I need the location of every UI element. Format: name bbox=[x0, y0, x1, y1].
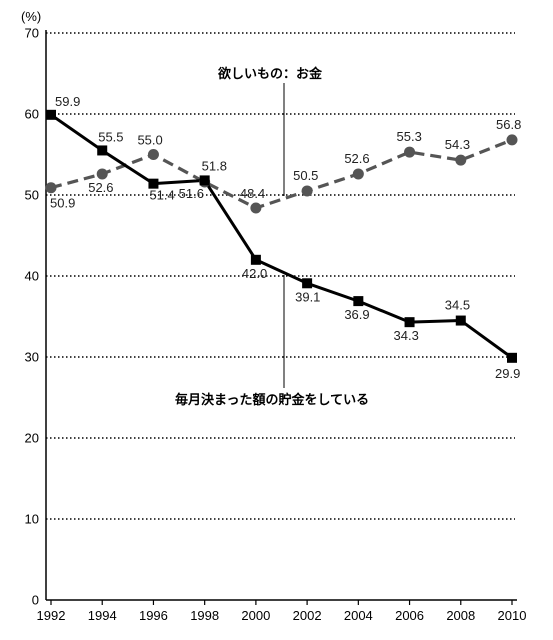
data-label: 55.0 bbox=[137, 133, 162, 148]
marker-square bbox=[250, 254, 261, 265]
series-annotation-monthly-saving: 毎月決まった額の貯金をしている bbox=[175, 392, 369, 408]
marker-square bbox=[199, 175, 210, 186]
data-label: 51.4 bbox=[149, 188, 174, 203]
marker-square bbox=[97, 145, 108, 156]
marker-square bbox=[46, 109, 56, 120]
x-tick-label: 1994 bbox=[88, 608, 117, 623]
marker-circle bbox=[506, 134, 518, 146]
data-label: 54.3 bbox=[445, 137, 470, 152]
marker-circle bbox=[301, 185, 313, 197]
data-label: 51.6 bbox=[179, 186, 204, 201]
x-tick-label: 2004 bbox=[344, 608, 373, 623]
series-annotation-want-money: 欲しいもの：お金 bbox=[217, 66, 323, 82]
marker-circle bbox=[352, 168, 364, 180]
data-label: 56.8 bbox=[496, 117, 521, 132]
marker-square bbox=[302, 278, 313, 289]
y-tick-label: 50 bbox=[25, 188, 39, 203]
series-line-want-money bbox=[50, 138, 513, 210]
x-tick-label: 1998 bbox=[190, 608, 219, 623]
y-axis-unit-label: (%) bbox=[21, 9, 41, 24]
data-label: 42.0 bbox=[242, 266, 267, 281]
data-label: 29.9 bbox=[495, 366, 520, 381]
y-tick-label: 0 bbox=[32, 593, 39, 608]
series-markers bbox=[45, 109, 518, 363]
x-tick-label: 2000 bbox=[241, 608, 270, 623]
data-label: 52.6 bbox=[88, 180, 113, 195]
data-label: 59.9 bbox=[55, 94, 80, 109]
grid-lines bbox=[46, 32, 515, 520]
marker-circle bbox=[96, 168, 108, 180]
x-tick-label: 1996 bbox=[139, 608, 168, 623]
data-label: 48.4 bbox=[240, 186, 265, 201]
data-label: 34.3 bbox=[394, 328, 419, 343]
data-label: 50.9 bbox=[50, 196, 75, 211]
marker-square bbox=[507, 352, 517, 363]
data-label: 55.3 bbox=[397, 129, 422, 144]
tick-labels: 0 10 20 30 40 50 60 70 1992 1994 1996 1998 2000 2002 2… bbox=[25, 26, 527, 624]
y-tick-label: 40 bbox=[25, 269, 39, 284]
data-label: 52.6 bbox=[344, 151, 369, 166]
marker-circle bbox=[404, 146, 416, 158]
data-label: 39.1 bbox=[295, 289, 320, 304]
marker-circle bbox=[455, 154, 467, 166]
marker-circle bbox=[45, 182, 57, 194]
y-tick-label: 20 bbox=[25, 431, 39, 446]
data-label: 34.5 bbox=[445, 298, 470, 313]
marker-square bbox=[404, 317, 415, 328]
y-tick-label: 60 bbox=[25, 107, 39, 122]
marker-circle bbox=[147, 149, 159, 160]
x-tick-label: 2010 bbox=[498, 608, 527, 623]
x-tick-label: 2002 bbox=[293, 608, 322, 623]
series-lines bbox=[50, 113, 513, 360]
series-line-monthly-saving bbox=[50, 113, 513, 360]
data-label: 50.5 bbox=[293, 168, 318, 183]
x-tick-label: 2006 bbox=[395, 608, 424, 623]
marker-square bbox=[455, 315, 466, 326]
axes bbox=[45, 30, 517, 605]
data-labels: 50.9 52.6 55.0 51.6 48.4 50.5 52.6 55.3 54.3 56.8… bbox=[50, 94, 521, 381]
marker-square bbox=[353, 296, 364, 307]
data-label: 36.9 bbox=[344, 307, 369, 322]
marker-square bbox=[148, 178, 159, 189]
y-tick-label: 30 bbox=[25, 350, 39, 365]
y-tick-label: 10 bbox=[25, 512, 39, 527]
data-label: 55.5 bbox=[98, 129, 123, 144]
y-tick-label: 70 bbox=[25, 26, 39, 41]
x-tick-label: 1992 bbox=[37, 608, 66, 623]
x-tick-label: 2008 bbox=[446, 608, 475, 623]
marker-circle bbox=[250, 202, 262, 214]
data-label: 51.8 bbox=[202, 158, 227, 173]
